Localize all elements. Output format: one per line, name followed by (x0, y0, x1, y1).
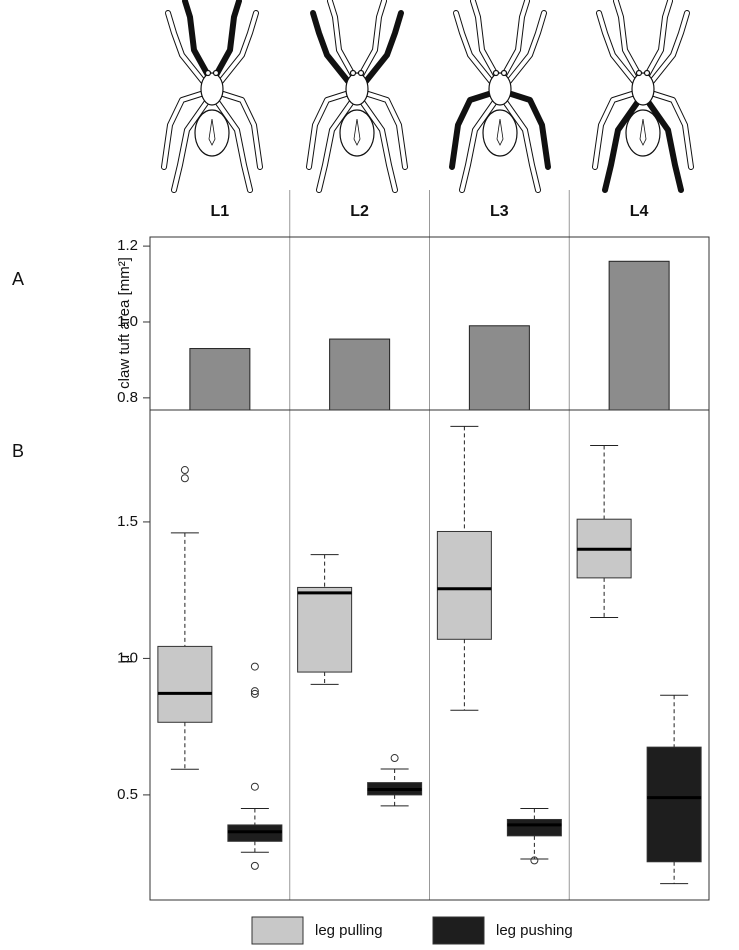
box (646, 746, 702, 863)
outlier (250, 687, 259, 696)
outlier (390, 754, 399, 763)
outlier (250, 861, 259, 870)
bar (468, 325, 530, 411)
legend-label: leg pushing (496, 922, 573, 939)
y-axis-label: claw tuft area [mm²] (116, 257, 133, 389)
bar (189, 348, 251, 411)
bar (608, 260, 670, 411)
spider-l3 (452, 1, 548, 190)
outlier (250, 662, 259, 671)
spider-l2 (309, 1, 405, 190)
box (506, 818, 562, 837)
outlier (530, 856, 539, 865)
y-tick-label: 1.0 (117, 649, 138, 666)
y-tick-label: 1.2 (117, 237, 138, 254)
spider-l1 (164, 1, 260, 190)
column-header: L3 (490, 203, 509, 220)
box (436, 530, 492, 640)
column-header: L2 (350, 203, 369, 220)
box (297, 586, 353, 673)
spider-l4 (595, 1, 691, 190)
y-tick-label: 1.5 (117, 513, 138, 530)
panel-label: B (12, 441, 24, 461)
legend-swatch (251, 916, 304, 945)
spider-illustrations (164, 1, 691, 190)
y-axis-label: μ (116, 655, 133, 664)
y-tick-label: 1.0 (117, 313, 138, 330)
y-tick-label: 0.5 (117, 786, 138, 803)
outlier (250, 782, 259, 791)
legend-swatch (432, 916, 485, 945)
outlier (180, 466, 189, 475)
panel-label: A (12, 269, 24, 289)
column-header: L1 (211, 203, 230, 220)
outlier (250, 689, 259, 698)
bar (329, 338, 391, 411)
y-tick-label: 0.8 (117, 389, 138, 406)
plot-frame (149, 409, 710, 901)
outlier (180, 474, 189, 483)
legend-label: leg pulling (315, 922, 383, 939)
box (157, 645, 213, 723)
column-header: L4 (630, 203, 649, 220)
